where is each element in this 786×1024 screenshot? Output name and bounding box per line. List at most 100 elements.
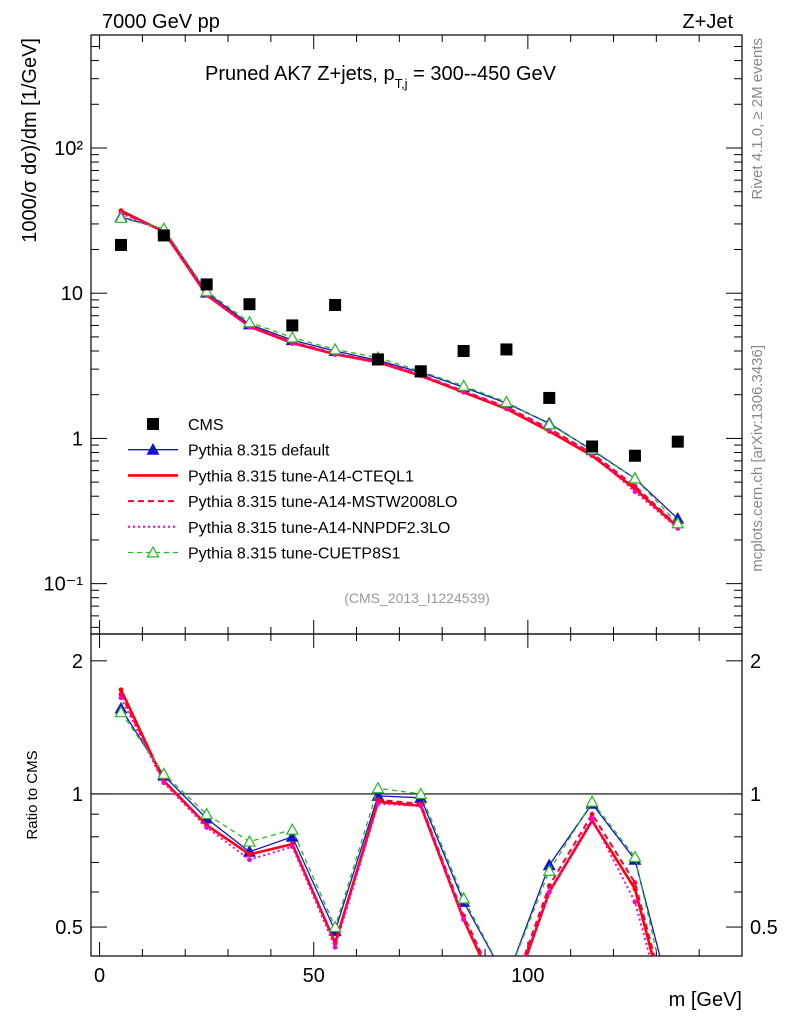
ratio-series-point [161, 780, 167, 786]
ratio-plot-frame [90, 633, 743, 957]
ratio-series-point [632, 899, 638, 905]
plot-title-main: Pruned AK7 Z+jets, p [205, 63, 395, 85]
ratio-series-point [461, 917, 467, 922]
ratio-series-point [418, 803, 424, 809]
ratio-y-tick-label-right: 1 [750, 784, 761, 806]
cms-data-point [500, 343, 513, 356]
energy-label: 7000 GeV pp [102, 11, 220, 33]
plot-title-sub: T,j [395, 76, 408, 91]
ratio-series-point [457, 891, 471, 904]
ratio-series-point [289, 844, 295, 850]
main-series-point [285, 330, 299, 343]
legend-label: Pythia 8.315 tune-CUETP8S1 [188, 546, 401, 563]
mcplots-label: mcplots.cern.ch [arXiv:1306.3436] [749, 345, 766, 572]
legend-label: Pythia 8.315 tune-A14-NNPDF2.3LO [188, 520, 450, 537]
cms-data-point [286, 319, 299, 332]
ratio-series-point [242, 834, 256, 847]
cms-data-point [371, 353, 384, 366]
ratio-series-line [120, 711, 659, 956]
x-tick-label: 100 [511, 965, 544, 987]
legend-label: Pythia 8.315 tune-A14-CTEQL1 [188, 468, 414, 485]
cms-data-point [157, 229, 170, 242]
cms-data-point [543, 391, 556, 404]
ratio-series-point [204, 825, 210, 830]
main-y-tick-label: 1 [72, 428, 83, 450]
ratio-y-tick-label: 1 [72, 784, 83, 806]
ratio-series-point [118, 695, 124, 701]
ratio-series-point [285, 822, 299, 835]
main-series-point [542, 417, 556, 430]
main-series-point [114, 211, 128, 223]
legend-label: CMS [188, 417, 224, 434]
ratio-series-point [332, 944, 338, 950]
main-series-point [632, 489, 638, 495]
ratio-series-point [546, 883, 552, 889]
main-plot-frame [90, 34, 743, 635]
plot-title-rest: = 300--450 GeV [408, 63, 557, 85]
cms-data-point [243, 298, 256, 311]
ratio-series-point [628, 850, 642, 863]
rivet-label: Rivet 4.1.0, ≥ 2M events [749, 38, 766, 200]
plot-title: Pruned AK7 Z+jets, pT,j = 300--450 GeV [205, 63, 557, 91]
legend: CMS Pythia 8.315 default Pythia 8.315 tune… [128, 417, 457, 563]
main-series-point [671, 516, 685, 529]
ratio-series-point [546, 889, 552, 895]
ratio-series-point [375, 801, 381, 807]
ratio-y-tick-label-right: 0.5 [750, 917, 778, 939]
ratio-axis-ticks: 0.5 0.5 1 1 2 2 0 50 100 [55, 634, 778, 987]
main-series-point [499, 395, 513, 408]
main-series-point [628, 471, 642, 484]
ratio-series-line [119, 689, 654, 956]
ratio-y-tick-label-right: 2 [750, 651, 761, 673]
ratio-series-point [632, 880, 638, 886]
main-axis-ticks: 10⁻¹ 1 10 10² [44, 34, 742, 634]
ratio-series-point [200, 807, 214, 820]
cms-data-point [329, 298, 342, 311]
cms-data-point [457, 344, 470, 357]
legend-marker [146, 545, 160, 558]
ratio-y-axis-label: Ratio to CMS [24, 750, 41, 839]
ratio-series-point [589, 811, 595, 817]
ratio-series-point [589, 816, 595, 821]
ratio-series-layer [114, 687, 683, 1024]
ratio-series-point [118, 687, 124, 693]
ratio-series-line [120, 708, 661, 956]
x-axis-label: m [GeV] [669, 989, 742, 1011]
x-tick-label: 0 [94, 965, 105, 987]
main-series-line [120, 212, 679, 530]
legend-label: Pythia 8.315 tune-A14-MSTW2008LO [188, 494, 457, 511]
cms-data-point [586, 440, 599, 453]
ratio-y-tick-label: 0.5 [55, 917, 83, 939]
ratio-series-point [375, 797, 381, 803]
cms-data-point [414, 365, 427, 378]
main-series-layer [114, 208, 685, 531]
ratio-series-line [120, 693, 656, 956]
ratio-series-point [585, 795, 599, 807]
main-series-point [328, 342, 342, 355]
ratio-series-point [542, 864, 556, 876]
cms-data-point [671, 435, 684, 448]
ratio-series-point [247, 857, 252, 863]
ratio-series-point [157, 767, 171, 779]
ratio-series-point [672, 1020, 683, 1024]
process-label: Z+Jet [682, 11, 733, 33]
main-series-point [457, 379, 471, 391]
main-series-point [632, 483, 638, 489]
ratio-y-tick-label: 2 [72, 651, 83, 673]
cms-data-point [628, 449, 641, 462]
legend-marker-cms [147, 418, 159, 430]
ratio-series-line [120, 697, 651, 956]
main-y-axis-label: 1000/σ dσ)/dm [1/GeV] [19, 38, 41, 243]
ratio-series-point [371, 781, 385, 794]
x-tick-label: 50 [303, 965, 325, 987]
ratio-series-point [414, 787, 428, 799]
legend-label: Pythia 8.315 default [188, 443, 330, 460]
ratio-series-point [247, 851, 252, 857]
legend-marker [146, 442, 160, 455]
main-y-tick-label: 10⁻¹ [44, 574, 84, 596]
main-y-tick-label: 10 [61, 283, 83, 305]
main-series-point [200, 284, 214, 297]
cms-data-point [114, 238, 127, 251]
ratio-series-point [504, 1010, 509, 1015]
